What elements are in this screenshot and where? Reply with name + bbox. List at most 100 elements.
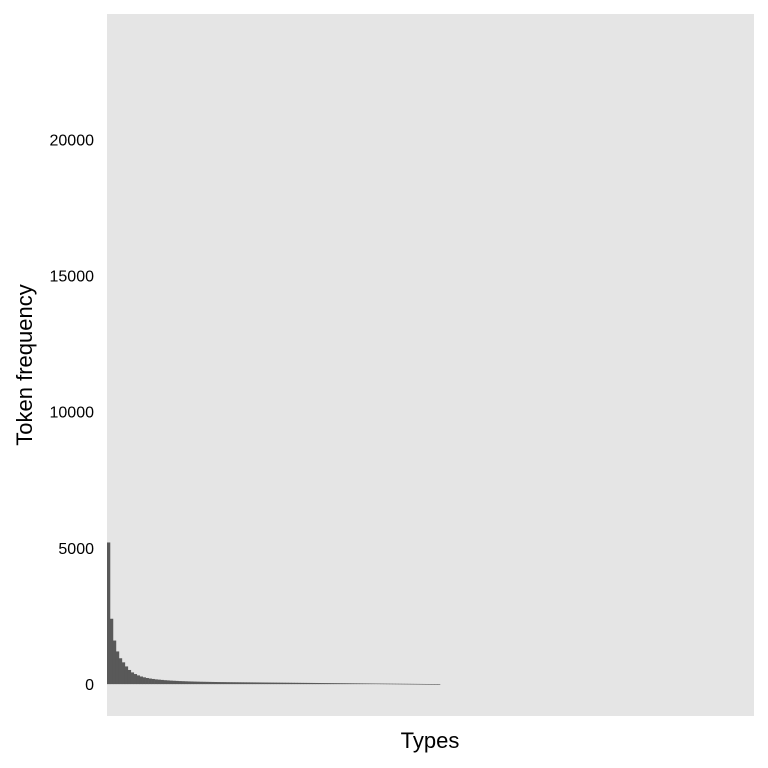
bar bbox=[139, 676, 143, 685]
bar bbox=[404, 683, 408, 685]
y-tick-label: 5000 bbox=[58, 541, 94, 558]
bar bbox=[181, 681, 185, 685]
bar bbox=[288, 682, 292, 685]
bar bbox=[136, 675, 141, 685]
bar bbox=[208, 681, 212, 685]
y-tick-label: 0 bbox=[85, 677, 94, 694]
bar bbox=[398, 683, 402, 685]
bar bbox=[172, 680, 176, 685]
bar bbox=[154, 679, 158, 685]
bar bbox=[344, 683, 349, 685]
bar bbox=[193, 681, 197, 685]
bar bbox=[190, 681, 194, 685]
bar bbox=[419, 683, 423, 685]
bar bbox=[359, 683, 363, 685]
y-tick-label: 20000 bbox=[50, 132, 95, 149]
bar bbox=[335, 683, 340, 685]
bar bbox=[273, 682, 277, 685]
bar bbox=[434, 684, 438, 685]
bar bbox=[395, 683, 399, 685]
bar bbox=[175, 680, 179, 685]
bar bbox=[145, 677, 149, 685]
y-axis-title: Token frequency bbox=[12, 284, 37, 445]
bar bbox=[187, 681, 191, 685]
bar bbox=[163, 680, 167, 685]
bar bbox=[350, 683, 355, 685]
bar bbox=[422, 683, 426, 685]
bar bbox=[338, 683, 343, 685]
bar bbox=[282, 682, 286, 685]
bar bbox=[285, 682, 289, 685]
bar bbox=[341, 683, 346, 685]
bar bbox=[205, 681, 209, 685]
bar bbox=[321, 683, 325, 685]
bar bbox=[264, 682, 268, 685]
bar bbox=[374, 683, 378, 685]
bar bbox=[118, 658, 123, 685]
bar bbox=[217, 682, 221, 685]
bar bbox=[353, 683, 358, 685]
bar bbox=[327, 683, 331, 685]
bar bbox=[184, 681, 188, 685]
bar bbox=[389, 683, 393, 685]
x-axis-title: Types bbox=[401, 728, 460, 753]
bar bbox=[107, 542, 111, 685]
bar bbox=[377, 683, 381, 685]
bar bbox=[300, 682, 304, 685]
bar bbox=[169, 680, 173, 685]
bar bbox=[214, 682, 218, 685]
bar bbox=[270, 682, 274, 685]
y-axis-ticks: 0 5000 10000 15000 20000 bbox=[50, 132, 95, 694]
bar bbox=[258, 682, 262, 685]
bar bbox=[228, 682, 233, 685]
bar bbox=[332, 683, 337, 685]
bar bbox=[371, 683, 375, 685]
y-tick-label: 10000 bbox=[50, 405, 95, 422]
bar bbox=[246, 682, 251, 685]
bar bbox=[413, 683, 417, 685]
bar bbox=[199, 681, 203, 685]
bar bbox=[347, 683, 352, 685]
bar bbox=[315, 682, 319, 685]
bar bbox=[243, 682, 248, 685]
bar bbox=[297, 682, 301, 685]
bar bbox=[362, 683, 366, 685]
bar bbox=[148, 678, 152, 685]
bar bbox=[318, 683, 322, 685]
bar bbox=[312, 682, 316, 685]
bar bbox=[166, 680, 170, 685]
bar bbox=[329, 683, 334, 685]
bar bbox=[416, 683, 420, 685]
bar bbox=[240, 682, 245, 685]
bar bbox=[368, 683, 372, 685]
bar bbox=[309, 682, 313, 685]
bar bbox=[267, 682, 271, 685]
bar bbox=[225, 682, 230, 685]
bar bbox=[142, 677, 146, 685]
bar bbox=[112, 640, 117, 685]
bar bbox=[431, 684, 435, 685]
bar bbox=[356, 683, 361, 685]
bar bbox=[276, 682, 280, 685]
bar bbox=[178, 681, 182, 685]
bar bbox=[386, 683, 390, 685]
bar bbox=[234, 682, 239, 685]
bar bbox=[157, 679, 161, 685]
bar bbox=[127, 669, 132, 685]
bar bbox=[222, 682, 227, 685]
bar bbox=[237, 682, 242, 685]
bar bbox=[231, 682, 236, 685]
y-tick-label: 15000 bbox=[50, 269, 95, 286]
bar bbox=[249, 682, 253, 685]
bar bbox=[219, 682, 224, 685]
bar bbox=[303, 682, 307, 685]
bar bbox=[109, 618, 114, 685]
bar bbox=[124, 666, 129, 685]
bar bbox=[121, 662, 126, 685]
bar bbox=[407, 683, 411, 685]
bar bbox=[410, 683, 414, 685]
bar bbox=[160, 679, 164, 685]
bar bbox=[196, 681, 200, 685]
bar bbox=[151, 678, 155, 685]
